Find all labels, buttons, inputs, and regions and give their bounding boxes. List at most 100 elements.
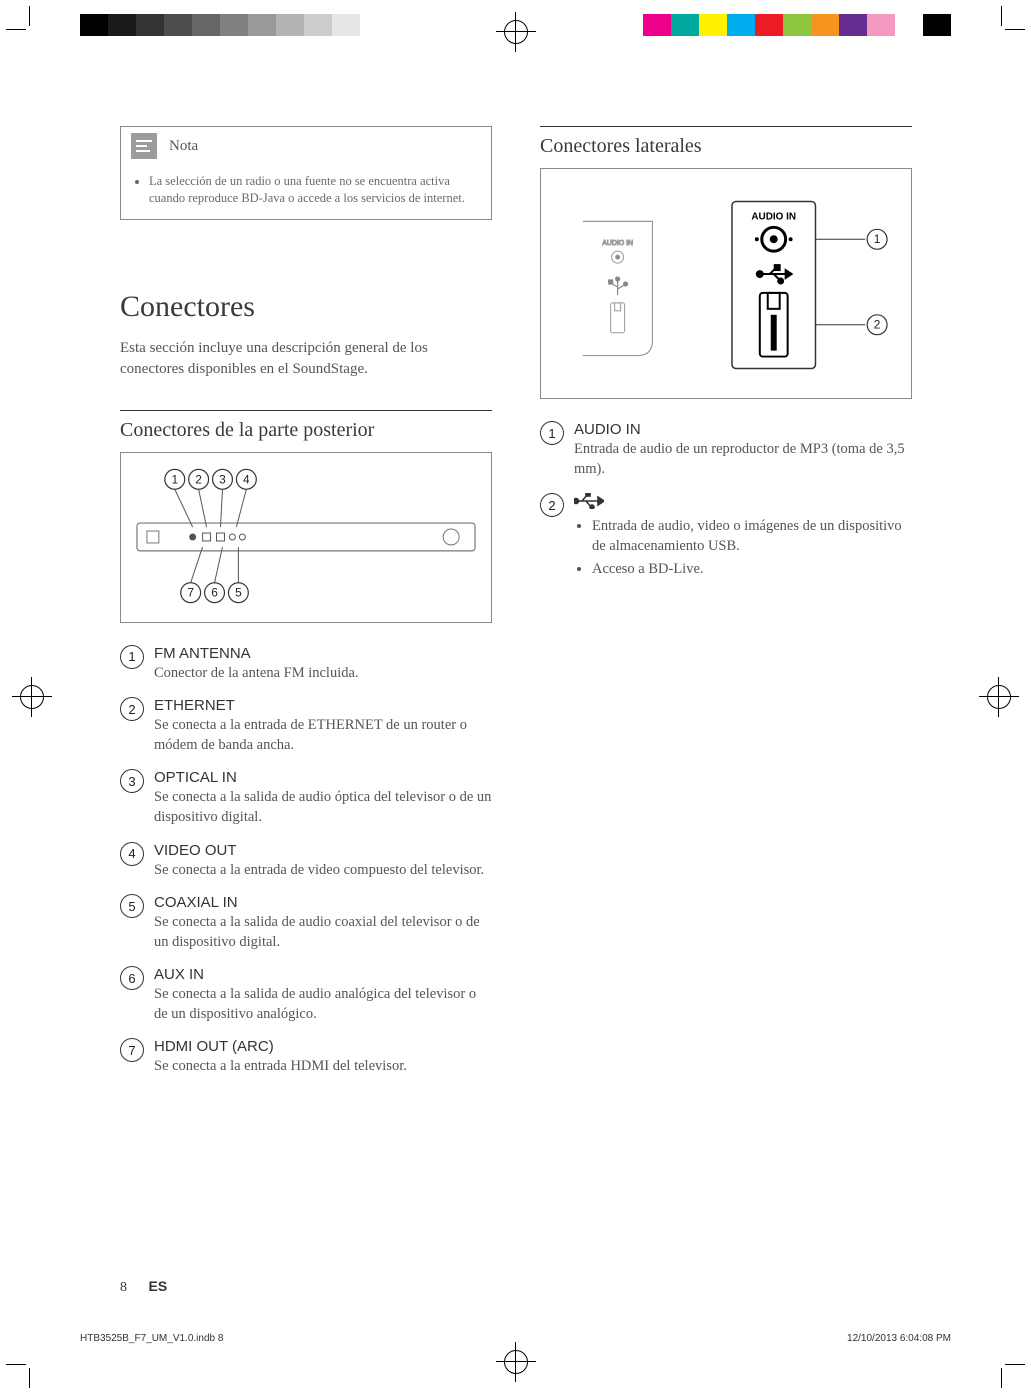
- svg-text:7: 7: [187, 585, 194, 599]
- swatch: [699, 14, 727, 36]
- process-colorbar: [643, 14, 951, 36]
- callout-desc: Se conecta a la salida de audio analógic…: [154, 985, 492, 1024]
- connector-callout: 1AUDIO INEntrada de audio de un reproduc…: [540, 421, 912, 479]
- rear-callouts: 1FM ANTENNAConector de la antena FM incl…: [120, 645, 492, 1077]
- side-heading: Conectores laterales: [540, 135, 912, 158]
- crop-mark: [1005, 1364, 1025, 1365]
- callout-number: 3: [120, 769, 144, 793]
- note-icon: [131, 133, 157, 159]
- content-area: Nota La selección de un radio o una fuen…: [120, 126, 914, 1266]
- page-footer: 8 ES: [120, 1278, 167, 1296]
- svg-text:6: 6: [211, 585, 218, 599]
- swatch: [220, 14, 248, 36]
- crop-mark: [1001, 1368, 1002, 1388]
- swatch: [671, 14, 699, 36]
- page-number: 8: [120, 1280, 127, 1295]
- swatch: [332, 14, 360, 36]
- callout-label: HDMI OUT (ARC): [154, 1038, 492, 1055]
- callout-label: AUDIO IN: [574, 421, 912, 438]
- swatch: [108, 14, 136, 36]
- callout-desc: Conector de la antena FM incluida.: [154, 664, 492, 684]
- usb-icon: [574, 493, 912, 513]
- swatch: [192, 14, 220, 36]
- registration-mark-icon: [496, 1342, 536, 1382]
- rear-connectors-diagram: 1234: [120, 452, 492, 623]
- swatch: [783, 14, 811, 36]
- callout-label: VIDEO OUT: [154, 842, 492, 859]
- callout-number: 7: [120, 1038, 144, 1062]
- swatch: [923, 14, 951, 36]
- svg-text:2: 2: [874, 318, 881, 332]
- note-title: Nota: [169, 138, 198, 155]
- callout-label: ETHERNET: [154, 697, 492, 714]
- note-body: La selección de un radio o una fuente no…: [121, 165, 491, 219]
- connector-callout: 2Entrada de audio, video o imágenes de u…: [540, 493, 912, 584]
- swatch: [895, 14, 923, 36]
- side-diagram-svg: AUDIO IN: [553, 181, 899, 381]
- callout-desc: Se conecta a la entrada de ETHERNET de u…: [154, 716, 492, 755]
- callout-bullet: Acceso a BD-Live.: [592, 560, 912, 580]
- svg-text:1: 1: [874, 232, 881, 246]
- swatch: [727, 14, 755, 36]
- swatch: [839, 14, 867, 36]
- connector-callout: 4 VIDEO OUT Se conecta a la entrada de vid…: [120, 842, 492, 881]
- svg-text:1: 1: [171, 472, 178, 486]
- callout-desc: Se conecta a la salida de audio óptica d…: [154, 788, 492, 827]
- crop-mark: [1001, 6, 1002, 26]
- swatch: [248, 14, 276, 36]
- note-text: La selección de un radio o una fuente no…: [149, 173, 477, 207]
- registration-mark-icon: [12, 677, 52, 717]
- crop-mark: [1005, 29, 1025, 30]
- swatch: [304, 14, 332, 36]
- left-column: Nota La selección de un radio o una fuen…: [120, 126, 492, 1266]
- crop-mark: [6, 29, 26, 30]
- crop-mark: [29, 1368, 30, 1388]
- section-title: Conectores: [120, 290, 492, 324]
- swatch: [360, 14, 388, 36]
- callout-number: 1: [540, 421, 564, 445]
- callout-desc: Se conecta a la salida de audio coaxial …: [154, 913, 492, 952]
- connector-callout: 6 AUX IN Se conecta a la salida de audio a…: [120, 966, 492, 1024]
- callout-bullet: Entrada de audio, video o imágenes de un…: [592, 517, 912, 556]
- callout-number: 4: [120, 842, 144, 866]
- page-language: ES: [149, 1278, 168, 1294]
- swatch: [867, 14, 895, 36]
- connector-callout: 2 ETHERNET Se conecta a la entrada de ETHE…: [120, 697, 492, 755]
- side-callouts: 1AUDIO INEntrada de audio de un reproduc…: [540, 421, 912, 584]
- svg-text:4: 4: [243, 472, 250, 486]
- print-filename: HTB3525B_F7_UM_V1.0.indb 8: [80, 1333, 223, 1344]
- divider: [120, 410, 492, 411]
- connector-callout: 3 OPTICAL IN Se conecta a la salida de aud…: [120, 769, 492, 827]
- note-header: Nota: [121, 127, 491, 165]
- rear-heading: Conectores de la parte posterior: [120, 419, 492, 442]
- svg-text:AUDIO IN: AUDIO IN: [602, 240, 633, 247]
- note-box: Nota La selección de un radio o una fuen…: [120, 126, 492, 220]
- swatch: [643, 14, 671, 36]
- svg-text:AUDIO IN: AUDIO IN: [751, 211, 796, 222]
- print-timestamp: 12/10/2013 6:04:08 PM: [847, 1333, 951, 1344]
- swatch: [811, 14, 839, 36]
- callout-label: AUX IN: [154, 966, 492, 983]
- connector-callout: 7 HDMI OUT (ARC) Se conecta a la entrada H…: [120, 1038, 492, 1077]
- callout-number: 2: [120, 697, 144, 721]
- side-connectors-diagram: AUDIO IN: [540, 168, 912, 399]
- callout-number: 6: [120, 966, 144, 990]
- callout-label: OPTICAL IN: [154, 769, 492, 786]
- callout-desc: Entrada de audio, video o imágenes de un…: [574, 517, 912, 580]
- registration-mark-icon: [979, 677, 1019, 717]
- connector-callout: 1FM ANTENNAConector de la antena FM incl…: [120, 645, 492, 684]
- divider: [540, 126, 912, 127]
- rear-diagram-svg: 1234: [133, 465, 479, 605]
- callout-desc: Se conecta a la entrada HDMI del televis…: [154, 1057, 492, 1077]
- svg-text:2: 2: [195, 472, 202, 486]
- swatch: [136, 14, 164, 36]
- callout-desc: Se conecta a la entrada de video compues…: [154, 861, 492, 881]
- callout-label: FM ANTENNA: [154, 645, 492, 662]
- page: Nota La selección de un radio o una fuen…: [0, 0, 1031, 1394]
- swatch: [755, 14, 783, 36]
- swatch: [80, 14, 108, 36]
- grayscale-colorbar: [80, 14, 388, 36]
- section-intro: Esta sección incluye una descripción gen…: [120, 338, 492, 380]
- print-footer: HTB3525B_F7_UM_V1.0.indb 8 12/10/2013 6:…: [80, 1333, 951, 1344]
- connector-callout: 5COAXIAL INSe conecta a la salida de aud…: [120, 894, 492, 952]
